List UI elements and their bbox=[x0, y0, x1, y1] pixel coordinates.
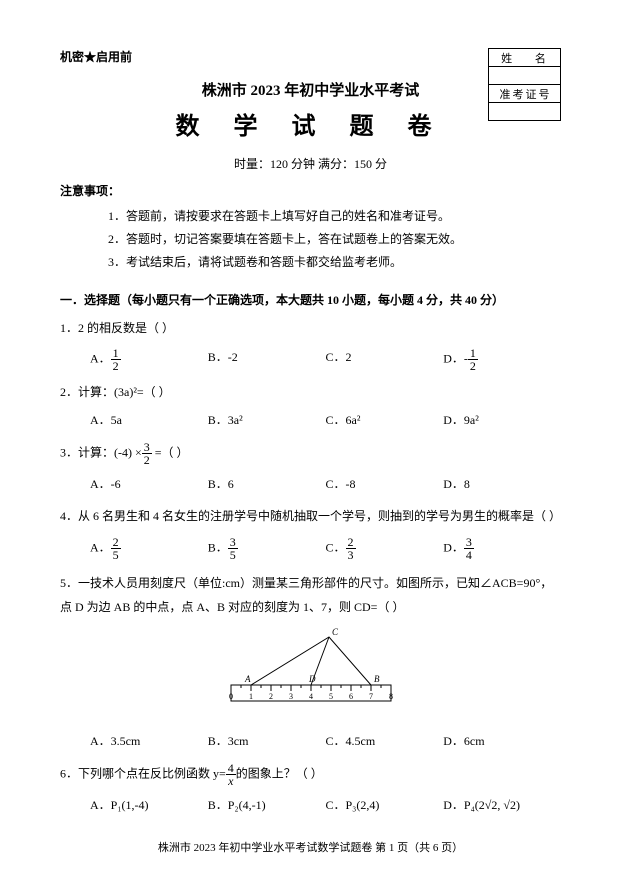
q5-opt-c: C．4.5cm bbox=[326, 731, 444, 751]
question-6: 6．下列哪个点在反比例函数 y=4x的图象上？（ ） A．P₁(1,-4) B．… bbox=[60, 762, 561, 815]
q1-opt-b: B．-2 bbox=[208, 347, 326, 372]
name-label: 姓 名 bbox=[489, 49, 561, 67]
num-blank bbox=[489, 103, 561, 121]
svg-text:7: 7 bbox=[369, 692, 373, 701]
q3-stem: 3．计算：(-4) ×32 =（ ） bbox=[60, 441, 561, 466]
q5-opt-d: D．6cm bbox=[443, 731, 561, 751]
name-blank bbox=[489, 67, 561, 85]
q3-opt-c: C．-8 bbox=[326, 474, 444, 494]
q6-options: A．P₁(1,-4) B．P₂(4,-1) C．P₃(2,4) D．P₄(2√2… bbox=[90, 795, 561, 815]
notice-item: 1．答题前，请按要求在答题卡上填写好自己的姓名和准考证号。 bbox=[108, 205, 561, 228]
exam-page: 机密★启用前 姓 名 准考证号 株洲市 2023 年初中学业水平考试 数 学 试… bbox=[0, 0, 621, 877]
confidential-label: 机密★启用前 bbox=[60, 48, 561, 65]
notice-item: 3．考试结束后，请将试题卷和答题卡都交给监考老师。 bbox=[108, 251, 561, 274]
svg-text:C: C bbox=[332, 627, 339, 637]
q2-stem: 2．计算：(3a)²=（ ） bbox=[60, 382, 561, 402]
triangle-ruler-icon: 0 1 2 3 4 5 6 7 8 A B C D bbox=[211, 627, 411, 717]
svg-text:0: 0 bbox=[229, 692, 233, 701]
exam-subtitle: 数 学 试 题 卷 bbox=[60, 106, 561, 141]
q6-opt-a: A．P₁(1,-4) bbox=[90, 795, 208, 815]
q6-stem: 6．下列哪个点在反比例函数 y=4x的图象上？（ ） bbox=[60, 762, 561, 787]
q2-options: A．5a B．3a² C．6a² D．9a² bbox=[90, 410, 561, 430]
q4-opt-b: B．35 bbox=[208, 536, 326, 561]
q5-opt-a: A．3.5cm bbox=[90, 731, 208, 751]
q6-opt-c: C．P₃(2,4) bbox=[326, 795, 444, 815]
question-3: 3．计算：(-4) ×32 =（ ） A．-6 B．6 C．-8 D．8 bbox=[60, 441, 561, 494]
svg-text:2: 2 bbox=[269, 692, 273, 701]
q4-opt-d: D．34 bbox=[443, 536, 561, 561]
fraction-icon: 25 bbox=[111, 536, 121, 561]
q4-stem: 4．从 6 名男生和 4 名女生的注册学号中随机抽取一个学号，则抽到的学号为男生… bbox=[60, 504, 561, 528]
svg-text:4: 4 bbox=[309, 692, 313, 701]
svg-text:B: B bbox=[374, 674, 380, 684]
fraction-icon: 34 bbox=[464, 536, 474, 561]
svg-text:A: A bbox=[244, 674, 251, 684]
svg-text:5: 5 bbox=[329, 692, 333, 701]
question-2: 2．计算：(3a)²=（ ） A．5a B．3a² C．6a² D．9a² bbox=[60, 382, 561, 431]
page-footer: 株洲市 2023 年初中学业水平考试数学试题卷 第 1 页（共 6 页） bbox=[0, 839, 621, 855]
svg-text:3: 3 bbox=[289, 692, 293, 701]
q4-options: A．25 B．35 C．23 D．34 bbox=[90, 536, 561, 561]
exam-timing: 时量：120 分钟 满分：150 分 bbox=[60, 155, 561, 172]
q3-opt-b: B．6 bbox=[208, 474, 326, 494]
q2-opt-d: D．9a² bbox=[443, 410, 561, 430]
q3-opt-d: D．8 bbox=[443, 474, 561, 494]
id-box: 姓 名 准考证号 bbox=[488, 48, 561, 121]
q4-opt-a: A．25 bbox=[90, 536, 208, 561]
q1-opt-d: D．-12 bbox=[443, 347, 561, 372]
svg-text:D: D bbox=[308, 674, 316, 684]
question-1: 1．2 的相反数是（ ） A．12 B．-2 C．2 D．-12 bbox=[60, 318, 561, 371]
q4-opt-c: C．23 bbox=[326, 536, 444, 561]
q3-options: A．-6 B．6 C．-8 D．8 bbox=[90, 474, 561, 494]
svg-text:1: 1 bbox=[249, 692, 253, 701]
q3-opt-a: A．-6 bbox=[90, 474, 208, 494]
q5-options: A．3.5cm B．3cm C．4.5cm D．6cm bbox=[90, 731, 561, 751]
fraction-icon: 4x bbox=[226, 762, 236, 787]
section-heading: 一．选择题（每小题只有一个正确选项，本大题共 10 小题，每小题 4 分，共 4… bbox=[60, 291, 561, 308]
fraction-icon: 12 bbox=[468, 347, 478, 372]
q5-figure: 0 1 2 3 4 5 6 7 8 A B C D bbox=[60, 627, 561, 723]
q1-options: A．12 B．-2 C．2 D．-12 bbox=[90, 347, 561, 372]
fraction-icon: 23 bbox=[346, 536, 356, 561]
fraction-icon: 12 bbox=[111, 347, 121, 372]
q2-opt-a: A．5a bbox=[90, 410, 208, 430]
q1-stem: 1．2 的相反数是（ ） bbox=[60, 318, 561, 338]
svg-text:6: 6 bbox=[349, 692, 353, 701]
q2-opt-c: C．6a² bbox=[326, 410, 444, 430]
svg-text:8: 8 bbox=[389, 692, 393, 701]
q1-opt-c: C．2 bbox=[326, 347, 444, 372]
num-label: 准考证号 bbox=[489, 85, 561, 103]
fraction-icon: 32 bbox=[142, 441, 152, 466]
notice-list: 1．答题前，请按要求在答题卡上填写好自己的姓名和准考证号。 2．答题时，切记答案… bbox=[108, 205, 561, 273]
question-5: 5．一技术人员用刻度尺（单位:cm）测量某三角形部件的尺寸。如图所示，已知∠AC… bbox=[60, 571, 561, 752]
q2-opt-b: B．3a² bbox=[208, 410, 326, 430]
notice-item: 2．答题时，切记答案要填在答题卡上，答在试题卷上的答案无效。 bbox=[108, 228, 561, 251]
fraction-icon: 35 bbox=[228, 536, 238, 561]
exam-title: 株洲市 2023 年初中学业水平考试 bbox=[60, 79, 561, 100]
q1-opt-a: A．12 bbox=[90, 347, 208, 372]
q6-opt-b: B．P₂(4,-1) bbox=[208, 795, 326, 815]
q5-opt-b: B．3cm bbox=[208, 731, 326, 751]
notice-heading: 注意事项： bbox=[60, 182, 561, 199]
q5-stem: 5．一技术人员用刻度尺（单位:cm）测量某三角形部件的尺寸。如图所示，已知∠AC… bbox=[60, 571, 561, 619]
q6-opt-d: D．P₄(2√2, √2) bbox=[443, 795, 561, 815]
question-4: 4．从 6 名男生和 4 名女生的注册学号中随机抽取一个学号，则抽到的学号为男生… bbox=[60, 504, 561, 561]
